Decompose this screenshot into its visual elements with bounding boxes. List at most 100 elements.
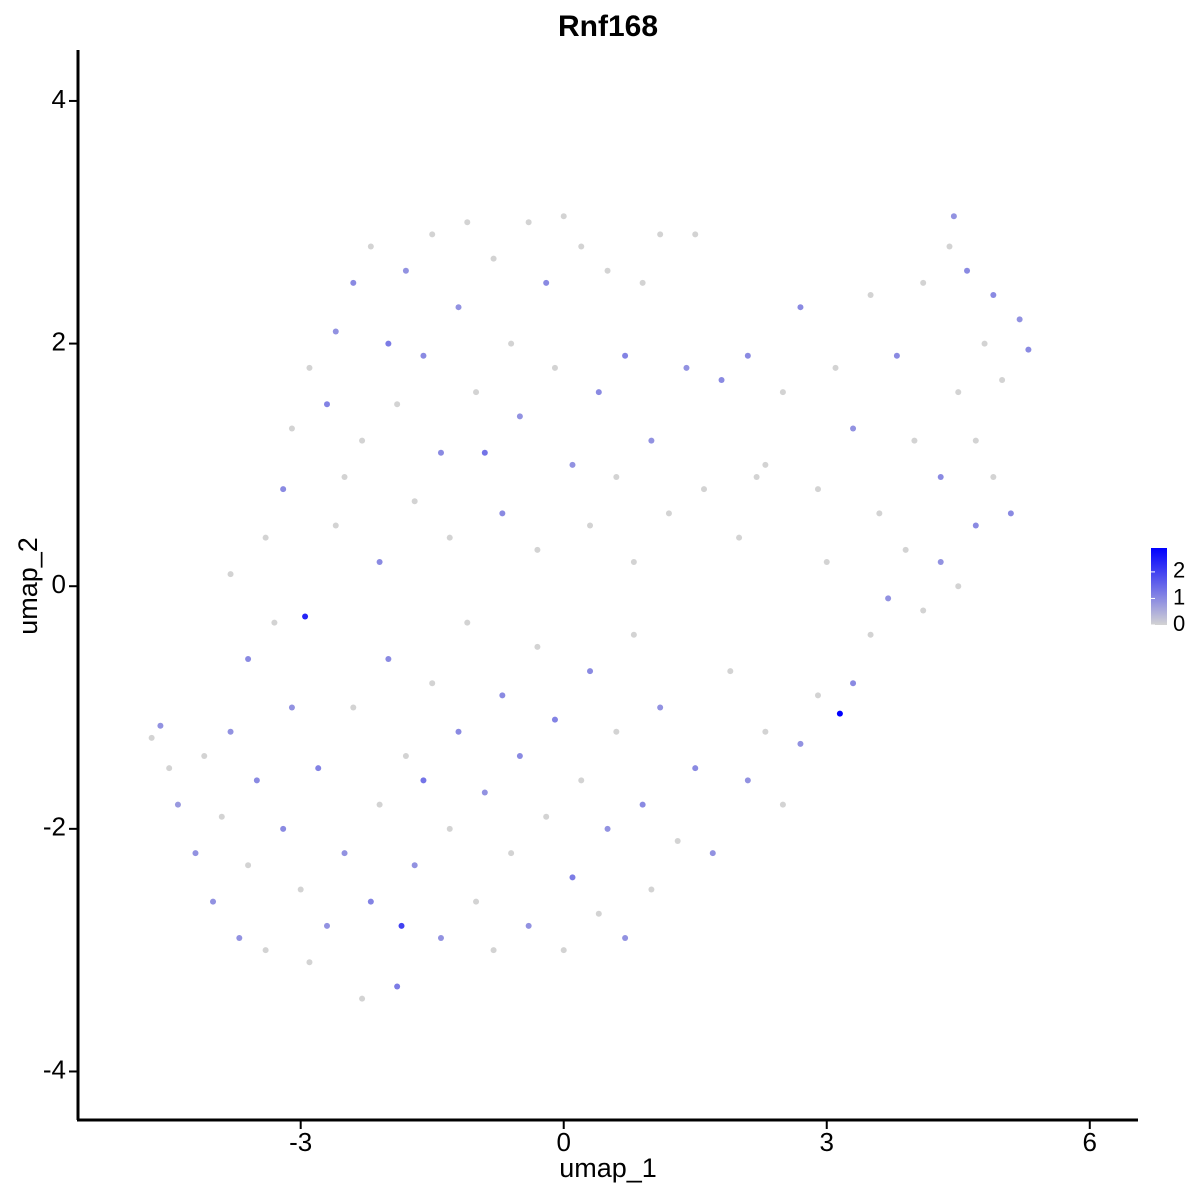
point bbox=[911, 437, 918, 444]
point bbox=[665, 510, 672, 517]
point bbox=[253, 777, 260, 784]
point bbox=[937, 558, 944, 565]
point bbox=[657, 231, 664, 238]
point bbox=[499, 510, 506, 517]
point bbox=[446, 534, 453, 541]
point bbox=[499, 692, 506, 699]
point bbox=[262, 534, 269, 541]
point bbox=[411, 862, 418, 869]
point bbox=[779, 389, 786, 396]
point bbox=[271, 619, 278, 626]
point bbox=[227, 571, 234, 578]
point bbox=[516, 413, 523, 420]
point bbox=[481, 449, 488, 456]
point bbox=[753, 474, 760, 481]
point bbox=[341, 850, 348, 857]
y-axis-label: umap_2 bbox=[13, 537, 43, 635]
point bbox=[972, 522, 979, 529]
point bbox=[981, 340, 988, 347]
point bbox=[306, 364, 313, 371]
point bbox=[630, 631, 637, 638]
point bbox=[692, 765, 699, 772]
point bbox=[779, 801, 786, 808]
point bbox=[823, 558, 830, 565]
x-tick-label: 6 bbox=[1083, 1127, 1097, 1157]
point bbox=[245, 862, 252, 869]
point bbox=[902, 546, 909, 553]
point bbox=[350, 279, 357, 286]
point bbox=[157, 722, 164, 729]
point bbox=[762, 461, 769, 468]
point bbox=[937, 474, 944, 481]
point bbox=[398, 922, 405, 929]
point bbox=[543, 813, 550, 820]
x-tick-label: 0 bbox=[556, 1127, 570, 1157]
point bbox=[999, 376, 1006, 383]
point bbox=[955, 389, 962, 396]
point bbox=[227, 728, 234, 735]
point bbox=[648, 886, 655, 893]
point bbox=[464, 219, 471, 226]
point bbox=[850, 680, 857, 687]
point bbox=[534, 546, 541, 553]
point bbox=[964, 267, 971, 274]
point bbox=[560, 213, 567, 220]
point bbox=[525, 922, 532, 929]
colorbar-tick-label: 0 bbox=[1173, 611, 1185, 636]
point bbox=[446, 825, 453, 832]
point bbox=[148, 734, 155, 741]
point bbox=[797, 740, 804, 747]
point bbox=[473, 389, 480, 396]
point bbox=[245, 656, 252, 663]
point bbox=[306, 959, 313, 966]
point bbox=[885, 595, 892, 602]
point bbox=[990, 292, 997, 299]
point bbox=[832, 364, 839, 371]
point bbox=[639, 279, 646, 286]
point bbox=[350, 704, 357, 711]
point bbox=[437, 935, 444, 942]
point bbox=[990, 474, 997, 481]
point bbox=[280, 825, 287, 832]
point bbox=[174, 801, 181, 808]
point bbox=[727, 668, 734, 675]
point bbox=[490, 255, 497, 262]
point bbox=[210, 898, 217, 905]
point bbox=[595, 389, 602, 396]
point bbox=[657, 704, 664, 711]
point bbox=[543, 279, 550, 286]
point bbox=[323, 922, 330, 929]
chart-title: Rnf168 bbox=[558, 10, 658, 43]
point bbox=[1025, 346, 1032, 353]
point bbox=[262, 947, 269, 954]
point bbox=[595, 910, 602, 917]
y-tick-label: 2 bbox=[52, 326, 66, 356]
point bbox=[394, 401, 401, 408]
point bbox=[648, 437, 655, 444]
point bbox=[893, 352, 900, 359]
point bbox=[332, 328, 339, 335]
point bbox=[850, 425, 857, 432]
y-tick-label: -4 bbox=[43, 1054, 66, 1084]
colorbar-tick-label: 1 bbox=[1173, 584, 1185, 609]
point bbox=[420, 352, 427, 359]
point bbox=[692, 231, 699, 238]
point bbox=[701, 486, 708, 493]
point bbox=[385, 340, 392, 347]
point bbox=[288, 704, 295, 711]
point bbox=[367, 243, 374, 250]
point bbox=[236, 935, 243, 942]
point bbox=[674, 837, 681, 844]
point bbox=[376, 558, 383, 565]
x-tick-label: 3 bbox=[820, 1127, 834, 1157]
point bbox=[315, 765, 322, 772]
point bbox=[508, 340, 515, 347]
point bbox=[551, 716, 558, 723]
point bbox=[683, 364, 690, 371]
point bbox=[201, 753, 208, 760]
point bbox=[359, 995, 366, 1002]
point bbox=[920, 607, 927, 614]
point bbox=[473, 898, 480, 905]
point bbox=[836, 710, 843, 717]
